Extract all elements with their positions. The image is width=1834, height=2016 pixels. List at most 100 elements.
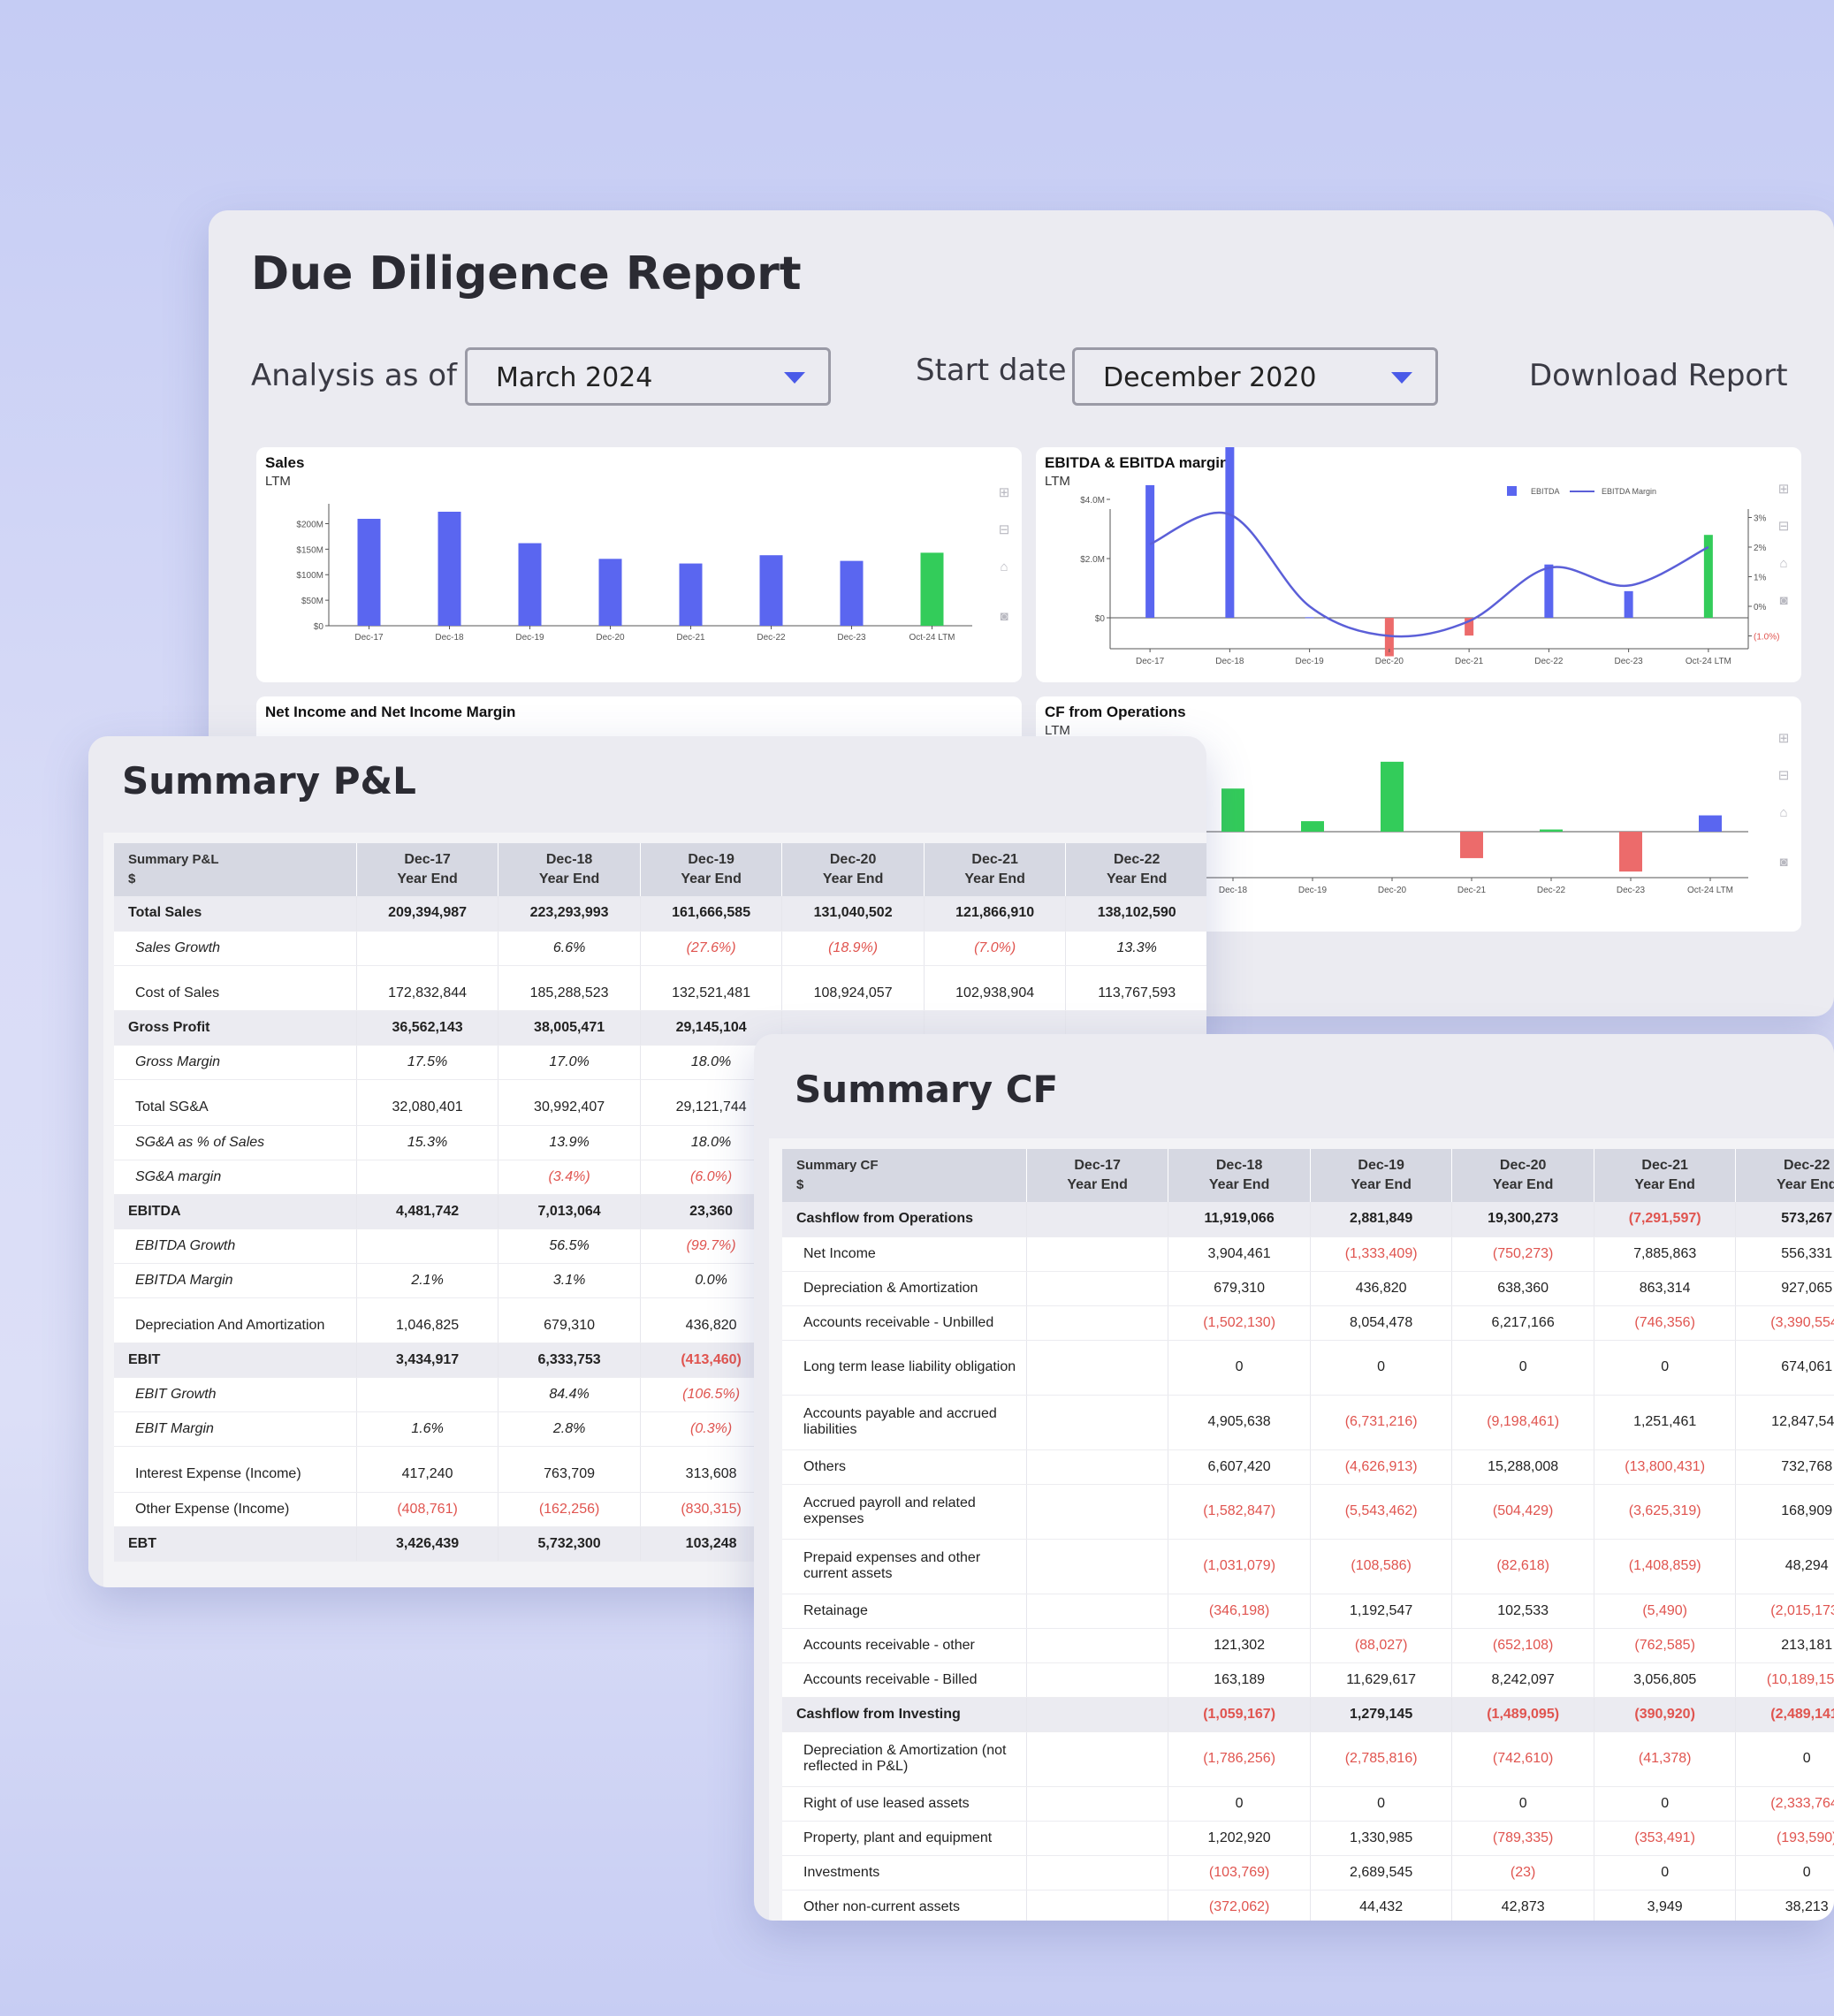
table-cell: 15.3% (356, 1125, 499, 1160)
table-cell: 223,293,993 (498, 896, 641, 932)
bar (1624, 590, 1633, 618)
ebitda-chart: $0$2.0M$4.0M$6.0M0%1%2%3%(1.0%)Dec-17Dec… (1080, 447, 1779, 666)
start-date-value: December 2020 (1103, 362, 1317, 393)
table-cell: 2,881,849 (1310, 1202, 1453, 1237)
table-cell (1026, 1236, 1169, 1272)
table-cell: 1,192,547 (1310, 1594, 1453, 1629)
table-row: Total Sales 209,394,987 223,293,993 161,666… (114, 896, 1206, 932)
x-tick-label: Dec-21 (676, 633, 705, 643)
x-tick-label: Dec-20 (1375, 657, 1404, 666)
bar (357, 519, 381, 626)
x-tick-label: Dec-21 (1455, 657, 1484, 666)
y-tick-label: $0 (1095, 614, 1106, 624)
zoom-in-icon[interactable]: ⊞ (1777, 482, 1790, 497)
x-tick-label: Dec-23 (837, 633, 866, 643)
row-label: Total Sales (114, 896, 357, 932)
table-cell (1026, 1449, 1169, 1485)
chevron-down-icon (784, 372, 805, 384)
card-subtitle: LTM (1045, 723, 1070, 738)
analysis-date-dropdown[interactable]: March 2024 (465, 347, 831, 406)
y-tick-label: $0 (314, 622, 324, 632)
table-cell: (10,189,159) (1735, 1662, 1834, 1698)
x-tick-label: Dec-19 (515, 633, 544, 643)
camera-icon[interactable]: ◙ (1779, 593, 1788, 608)
row-label: Total SG&A (114, 1091, 357, 1126)
table-row: Accounts receivable - Unbilled (1,502,130… (782, 1305, 1834, 1341)
table-cell: 2,689,545 (1310, 1855, 1453, 1890)
bar (1225, 447, 1235, 618)
row-label: Retainage (782, 1594, 1027, 1629)
table-cell: 6,217,166 (1451, 1305, 1594, 1341)
table-cell: (3,390,554) (1735, 1305, 1834, 1341)
table-cell: (4,626,913) (1310, 1449, 1453, 1485)
bar (598, 559, 622, 626)
bar (759, 555, 783, 626)
chevron-down-icon (1391, 372, 1412, 384)
table-cell: 436,820 (1310, 1271, 1453, 1306)
table-cell: 13.3% (1065, 931, 1206, 966)
table-cell: 15,288,008 (1451, 1449, 1594, 1485)
table-cell (1026, 1662, 1169, 1698)
row-label: EBIT Growth (114, 1377, 357, 1412)
zoom-out-icon[interactable]: ⊟ (1777, 768, 1790, 783)
bar (679, 563, 703, 626)
table-cell (356, 1377, 499, 1412)
table-cell: (1,408,859) (1594, 1539, 1737, 1594)
column-header: Dec-20 Year End (1451, 1149, 1594, 1202)
cf-table-wrapper: Summary CF $ Dec-17 Year End Dec-18 Year En… (769, 1138, 1834, 1921)
table-cell: 12,847,543 (1735, 1395, 1834, 1450)
table-row: Depreciation & Amortization 679,310 436,82… (782, 1271, 1834, 1306)
table-cell: 417,240 (356, 1457, 499, 1493)
table-cell: 0 (1451, 1340, 1594, 1396)
y2-tick-label: 1% (1754, 574, 1767, 583)
zoom-out-icon[interactable]: ⊟ (1777, 519, 1790, 534)
table-cell: 132,521,481 (640, 976, 783, 1011)
table-cell (1026, 1305, 1169, 1341)
table-cell: (13,800,431) (1594, 1449, 1737, 1485)
zoom-in-icon[interactable]: ⊞ (998, 485, 1010, 500)
table-cell: (2,785,816) (1310, 1731, 1453, 1787)
zoom-in-icon[interactable]: ⊞ (1777, 731, 1790, 746)
row-label: SG&A margin (114, 1160, 357, 1195)
table-cell: 1,251,461 (1594, 1395, 1737, 1450)
camera-icon[interactable]: ◙ (1779, 855, 1788, 870)
table-cell: 6.6% (498, 931, 641, 966)
table-cell: (1,333,409) (1310, 1236, 1453, 1272)
table-cell: 556,331 (1735, 1236, 1834, 1272)
legend-label: EBITDA (1531, 487, 1560, 496)
column-header: Dec-17 Year End (356, 843, 499, 896)
bar (518, 543, 542, 626)
download-report-button[interactable]: Download Report (1529, 358, 1788, 393)
table-cell: 13.9% (498, 1125, 641, 1160)
bar (1703, 535, 1713, 618)
row-label: Cashflow from Investing (782, 1697, 1027, 1732)
column-header: Dec-20 Year End (781, 843, 925, 896)
page-title: Due Diligence Report (251, 247, 802, 300)
table-cell: 56.5% (498, 1229, 641, 1264)
table-cell: 38,213 (1735, 1890, 1834, 1921)
start-date-dropdown[interactable]: December 2020 (1072, 347, 1438, 406)
zoom-out-icon[interactable]: ⊟ (998, 522, 1010, 537)
table-cell: 8,054,478 (1310, 1305, 1453, 1341)
camera-icon[interactable]: ◙ (1000, 609, 1008, 624)
table-cell (356, 931, 499, 966)
column-header: Dec-21 Year End (924, 843, 1067, 896)
table-cell: 131,040,502 (781, 896, 925, 932)
table-cell (1026, 1202, 1169, 1237)
table-cell: 209,394,987 (356, 896, 499, 932)
table-cell: 863,314 (1594, 1271, 1737, 1306)
table-cell: 48,294 (1735, 1539, 1834, 1594)
row-label: Long term lease liability obligation (782, 1340, 1027, 1396)
bar (1381, 761, 1404, 832)
home-icon[interactable]: ⌂ (1779, 805, 1788, 820)
table-cell: 84.4% (498, 1377, 641, 1412)
y-tick-label: $50M (301, 597, 323, 606)
table-row: Depreciation & Amortization (not reflect… (782, 1731, 1834, 1787)
home-icon[interactable]: ⌂ (1779, 556, 1788, 571)
home-icon[interactable]: ⌂ (1000, 559, 1008, 574)
row-label: Accounts receivable - Billed (782, 1662, 1027, 1698)
x-tick-label: Dec-17 (354, 633, 384, 643)
ebitda-chart-card: EBITDA & EBITDA margin LTM $0$2.0M$4.0M$… (1036, 447, 1801, 682)
x-tick-label: Dec-18 (1219, 886, 1248, 895)
y2-tick-label: (1.0%) (1754, 633, 1779, 643)
